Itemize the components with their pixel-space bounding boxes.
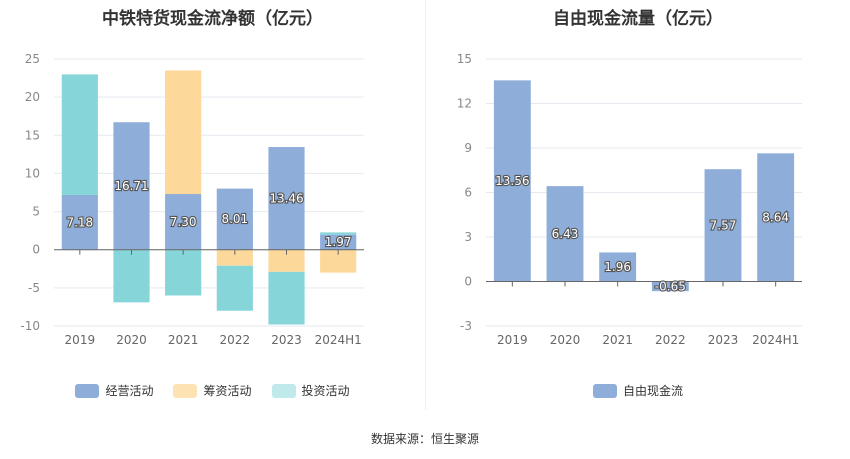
cashflow-chart-panel: 中铁特货现金流净额（亿元） -10 -5 0 5 10 15 20 25 2019 2020 202… (0, 0, 425, 410)
bar (320, 232, 357, 235)
legend-item-fcf[interactable]: 自由现金流 (592, 382, 683, 399)
data-label: 7.18 (66, 215, 93, 229)
y-tick-label: 12 (457, 97, 472, 111)
y-tick-label: 20 (25, 90, 40, 104)
cashflow-legend: 经营活动 筹资活动 投资活动 (0, 382, 425, 399)
x-tick-label: 2021 (602, 333, 633, 347)
data-label: 1.97 (325, 235, 352, 249)
legend-swatch (271, 383, 296, 398)
legend-item-financing[interactable]: 筹资活动 (173, 382, 252, 399)
y-tick-label: 0 (464, 275, 472, 289)
bar (268, 249, 305, 272)
data-label: 13.56 (495, 174, 529, 188)
data-label: 8.01 (221, 212, 248, 226)
fcf-chart-panel: 自由现金流量（亿元） -3 0 3 6 9 12 15 2019 2020 2021 2022 202… (426, 0, 850, 410)
bar (113, 249, 150, 303)
bar (113, 122, 150, 250)
bar (268, 147, 305, 250)
y-tick-label: 9 (464, 141, 472, 155)
bar (61, 194, 98, 250)
bar (320, 249, 357, 273)
data-label: 7.30 (170, 215, 197, 229)
data-source: 数据来源：恒生聚源 (370, 432, 479, 446)
bar (320, 234, 357, 250)
panel-divider (425, 0, 426, 410)
bar (61, 74, 98, 195)
data-label: 16.71 (114, 179, 148, 193)
x-tick-label: 2022 (655, 333, 686, 347)
chart-title: 中铁特货现金流净额（亿元） (102, 9, 323, 29)
y-tick-label: 10 (25, 166, 40, 180)
legend-label: 自由现金流 (622, 384, 683, 398)
y-tick-label: 5 (32, 205, 40, 219)
cashflow-chart-svg: -10 -5 0 5 10 15 20 25 2019 2020 2021 2022 2023 2024H… (20, 52, 364, 347)
bar (704, 169, 742, 282)
legend-label: 筹资活动 (203, 384, 252, 398)
x-tick-label: 2019 (65, 333, 96, 347)
x-tick-label: 2024H1 (315, 333, 362, 347)
bar (757, 153, 795, 282)
legend-label: 投资活动 (301, 384, 350, 398)
bar (165, 70, 202, 195)
x-tick-label: 2019 (497, 333, 528, 347)
chart-title: 自由现金流量（亿元） (553, 9, 723, 29)
y-tick-label: 15 (457, 52, 472, 66)
x-tick-label: 2024H1 (752, 333, 799, 347)
bar (216, 249, 253, 266)
data-label: 1.96 (604, 260, 631, 274)
x-tick-label: 2020 (116, 333, 147, 347)
x-tick-label: 2021 (168, 333, 199, 347)
data-label: 6.43 (552, 227, 579, 241)
bar (216, 188, 253, 250)
bar (216, 265, 253, 311)
bar (599, 252, 637, 282)
bar (546, 186, 584, 282)
fcf-chart-svg: -3 0 3 6 9 12 15 2019 2020 2021 2022 2023 2024H1 13.5… (457, 52, 802, 347)
bar (165, 194, 202, 250)
y-tick-label: 25 (25, 52, 40, 66)
legend-item-operating[interactable]: 经营活动 (75, 382, 153, 399)
y-tick-label: 15 (25, 128, 40, 142)
y-tick-label: -10 (20, 319, 40, 333)
data-label: -0.65 (655, 279, 686, 293)
bar (268, 271, 305, 325)
x-tick-label: 2020 (550, 333, 581, 347)
y-tick-label: 0 (32, 243, 40, 257)
y-tick-label: -5 (28, 281, 40, 295)
legend-item-investing[interactable]: 投资活动 (271, 382, 350, 399)
legend-label: 经营活动 (105, 384, 154, 398)
y-tick-label: -3 (460, 319, 472, 333)
bar (493, 80, 531, 282)
x-tick-label: 2023 (708, 333, 739, 347)
fcf-legend: 自由现金流 (426, 382, 850, 399)
x-tick-label: 2022 (220, 333, 251, 347)
x-tick-label: 2023 (271, 333, 302, 347)
legend-swatch (173, 383, 198, 398)
data-label: 8.64 (762, 210, 789, 224)
y-tick-label: 6 (464, 186, 472, 200)
legend-swatch (592, 383, 617, 398)
legend-swatch (75, 383, 100, 398)
y-tick-label: 3 (464, 230, 472, 244)
bar (165, 249, 202, 296)
data-label: 7.57 (710, 218, 737, 232)
data-label: 13.46 (269, 191, 303, 205)
